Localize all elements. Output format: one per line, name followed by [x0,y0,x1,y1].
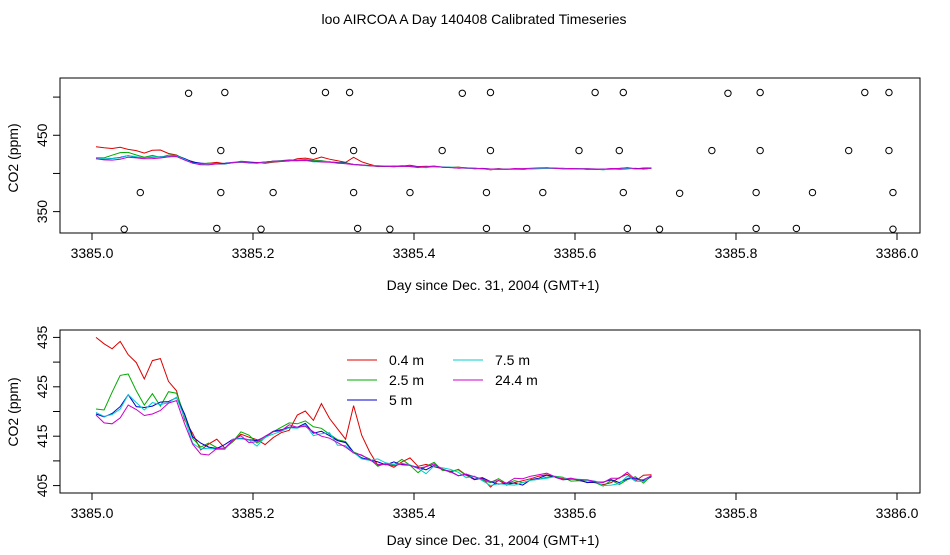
top-x-tick-label: 3385.8 [715,245,758,261]
top-scatter-point [708,146,716,155]
bottom-y-tick-label: 405 [34,474,50,498]
bottom-x-tick-label: 3385.2 [232,505,275,521]
top-x-tick-label: 3385.2 [232,245,275,261]
top-series-s244 [95,155,652,170]
top-scatter-point [675,189,684,197]
top-panel: 3385.0 3385.2 3385.4 3385.6 3385.8 3386.0 350… [5,77,921,293]
top-scatter-point [752,188,760,197]
figure-title: loo AIRCOA A Day 140408 Calibrated Times… [321,11,626,27]
top-scatter-point [120,225,128,233]
top-scatter-point [345,88,354,97]
top-y-tick-label: 450 [34,123,50,147]
bottom-y-axis: 405 415 425 435 [34,326,60,498]
bottom-lines-layer [95,337,652,488]
top-scatter-point [885,146,893,155]
top-scatter-point [885,88,893,97]
bottom-series-s25 [95,373,652,487]
top-scatter-point [889,225,897,233]
top-scatter-point [321,88,330,97]
top-lines-layer [95,146,652,171]
legend-label-3: 24.4 m [495,372,538,388]
top-scatter-point [482,224,491,233]
bottom-x-tick-label: 3385.8 [715,505,758,521]
legend: 0.4 m 7.5 m 2.5 m 24.4 m 5 m [347,352,538,408]
top-scatter-point [184,89,193,97]
legend-label-1: 7.5 m [495,352,530,368]
bottom-panel: 3385.0 3385.2 3385.4 3385.6 3385.8 3386.0 405… [5,326,921,548]
bottom-series-s75 [95,393,652,487]
top-scatter-layer [120,88,897,233]
top-x-tick-label: 3385.6 [554,245,597,261]
legend-label-0: 0.4 m [389,352,424,368]
top-scatter-point [213,224,221,233]
bottom-x-tick-label: 3385.4 [393,505,436,521]
top-scatter-point [889,188,897,197]
top-series-s25 [95,151,652,171]
bottom-y-tick-label: 435 [34,326,50,350]
top-scatter-point [482,188,491,197]
legend-label-2: 2.5 m [389,372,424,388]
top-x-tick-label: 3385.0 [71,245,114,261]
top-scatter-point [136,188,145,197]
top-x-tick-label: 3386.0 [876,245,919,261]
top-scatter-point [349,188,358,197]
bottom-plot-frame [59,329,921,494]
top-x-axis: 3385.0 3385.2 3385.4 3385.6 3385.8 3386.0 [71,233,919,261]
top-scatter-point [756,88,764,97]
top-scatter-point [792,224,801,233]
bottom-x-tick-label: 3385.6 [554,505,597,521]
bottom-series-s244 [95,399,652,484]
top-scatter-point [591,88,599,97]
top-scatter-point [349,146,358,155]
top-scatter-point [386,225,394,233]
top-scatter-point [217,188,225,197]
legend-label-4: 5 m [389,392,412,408]
top-scatter-point [619,88,627,97]
top-y-axis: 350 450 [34,96,60,224]
bottom-y-tick-label: 425 [34,375,50,399]
top-scatter-point [861,88,869,97]
top-scatter-point [257,225,265,233]
top-scatter-point [269,188,277,197]
bottom-y-tick-label: 415 [34,424,50,448]
top-scatter-point [623,224,632,233]
top-scatter-point [845,146,853,155]
top-scatter-point [217,146,225,155]
top-scatter-point [619,188,627,197]
top-plot-frame [59,77,921,234]
top-scatter-point [724,89,732,97]
bottom-x-tick-label: 3385.0 [71,505,114,521]
top-scatter-point [438,146,446,155]
top-scatter-point [458,89,466,97]
top-scatter-point [575,146,583,155]
top-scatter-point [486,88,495,97]
top-scatter-point [221,88,229,97]
top-scatter-point [309,146,318,155]
top-scatter-point [808,188,817,197]
top-y-axis-label: CO2 (ppm) [5,123,21,192]
bottom-x-tick-label: 3386.0 [876,505,919,521]
top-scatter-point [752,224,760,233]
top-scatter-point [523,224,531,233]
bottom-y-axis-label: CO2 (ppm) [5,377,21,446]
bottom-x-axis: 3385.0 3385.2 3385.4 3385.6 3385.8 3386.0 [71,493,919,521]
top-scatter-point [406,188,414,197]
top-x-tick-label: 3385.4 [393,245,436,261]
top-y-tick-label: 350 [34,200,50,224]
top-scatter-point [353,224,362,233]
top-x-axis-label: Day since Dec. 31, 2004 (GMT+1) [387,277,600,293]
top-scatter-point [615,146,623,155]
top-scatter-point [756,146,764,155]
top-scatter-point [655,225,664,233]
bottom-x-axis-label: Day since Dec. 31, 2004 (GMT+1) [387,532,600,548]
top-scatter-point [486,146,495,155]
top-scatter-point [539,188,547,197]
